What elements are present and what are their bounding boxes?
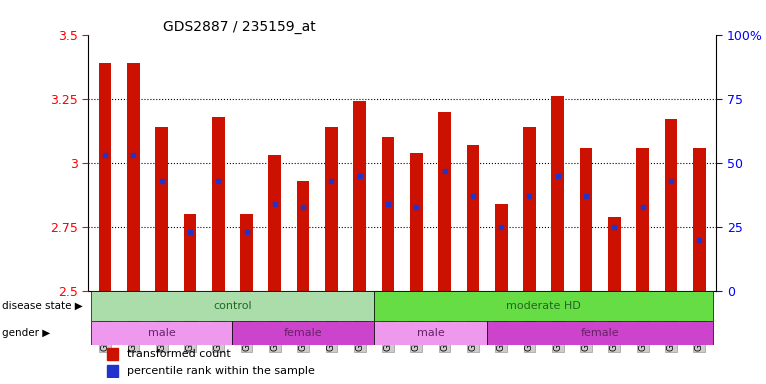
Bar [127,63,139,291]
Bar [155,127,168,291]
Text: percentile rank within the sample: percentile rank within the sample [127,366,315,376]
Text: female: female [581,328,620,338]
Bar [107,365,118,377]
FancyBboxPatch shape [374,291,713,321]
Text: female: female [284,328,322,338]
Bar [523,127,536,291]
Bar [212,117,224,291]
Bar [107,348,118,360]
Text: transformed count: transformed count [127,349,231,359]
Bar [381,137,394,291]
Bar [241,214,253,291]
Bar [552,96,564,291]
Bar [608,217,620,291]
Text: moderate HD: moderate HD [506,301,581,311]
FancyBboxPatch shape [374,321,487,345]
Text: gender ▶: gender ▶ [2,328,50,338]
Bar [325,127,338,291]
FancyBboxPatch shape [91,321,232,345]
Bar [184,214,196,291]
Bar [353,101,366,291]
FancyBboxPatch shape [91,291,374,321]
Text: male: male [417,328,444,338]
Bar [665,119,677,291]
FancyBboxPatch shape [232,321,374,345]
Bar [637,147,649,291]
Bar [693,147,705,291]
Text: disease state ▶: disease state ▶ [2,301,82,311]
Text: GDS2887 / 235159_at: GDS2887 / 235159_at [163,20,316,33]
Bar [296,181,309,291]
Bar [438,112,451,291]
Text: control: control [213,301,252,311]
Text: male: male [148,328,175,338]
Bar [580,147,592,291]
FancyBboxPatch shape [487,321,713,345]
Bar [495,204,508,291]
Bar [99,63,111,291]
Bar [268,155,281,291]
Bar [410,153,423,291]
Bar [466,145,480,291]
